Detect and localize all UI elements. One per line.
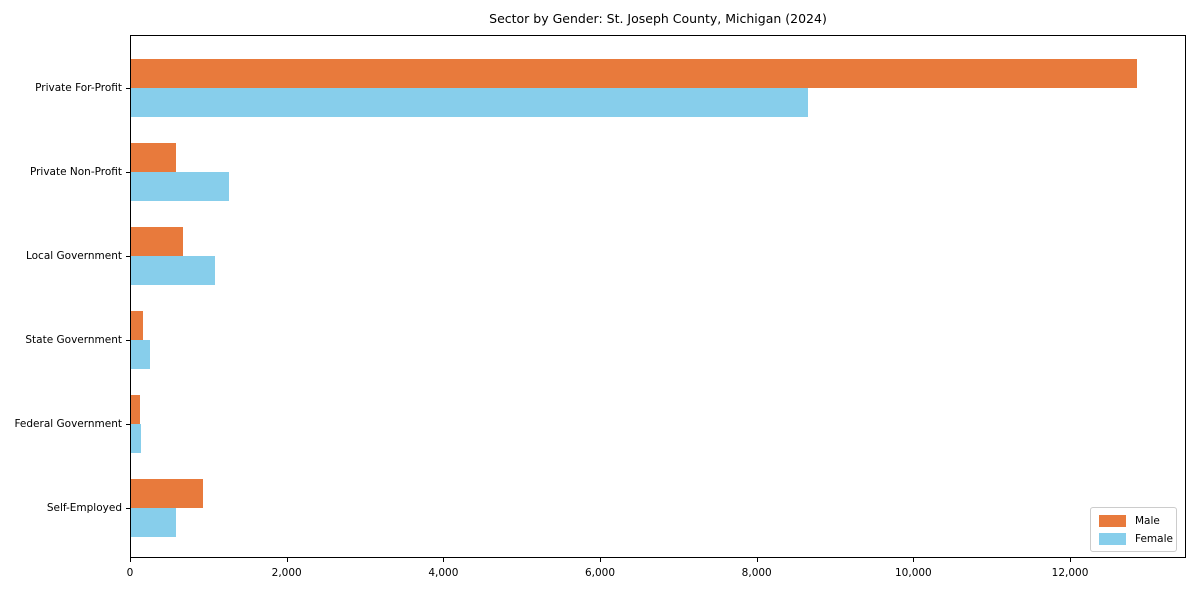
legend-row-female: Female <box>1099 532 1173 545</box>
bar-male-5 <box>131 395 141 424</box>
bar-female-2 <box>131 172 230 201</box>
legend-swatch-female <box>1099 532 1126 545</box>
y-tick-label: State Government <box>25 333 122 346</box>
bar-female-6 <box>131 508 177 537</box>
bar-female-4 <box>131 340 150 369</box>
legend-label-female: Female <box>1135 532 1173 545</box>
plot-area <box>130 35 1186 558</box>
bar-female-5 <box>131 424 142 453</box>
y-tick-label: Private For-Profit <box>35 81 122 94</box>
bar-male-2 <box>131 143 177 172</box>
bar-male-6 <box>131 479 203 508</box>
y-tick-mark <box>126 340 130 341</box>
y-tick-label: Local Government <box>25 249 122 262</box>
y-tick-mark <box>126 88 130 89</box>
x-tick-label: 10,000 <box>895 567 932 579</box>
y-tick-label: Self-Employed <box>46 501 122 514</box>
x-tick-mark <box>443 558 445 562</box>
x-tick-label: 2,000 <box>271 567 302 579</box>
x-tick-mark <box>600 558 602 562</box>
bar-male-3 <box>131 227 184 256</box>
bar-male-4 <box>131 311 144 340</box>
x-tick-mark <box>1070 558 1072 562</box>
legend-row-male: Male <box>1099 514 1168 527</box>
bar-female-3 <box>131 256 216 285</box>
x-tick-label: 12,000 <box>1051 567 1089 579</box>
y-tick-mark <box>126 256 130 257</box>
legend-swatch-male <box>1099 514 1126 527</box>
chart-title: Sector by Gender: St. Joseph County, Mic… <box>489 11 827 26</box>
y-tick-mark <box>126 172 130 173</box>
legend: Male Female <box>1090 507 1177 552</box>
bar-male-1 <box>131 59 1137 88</box>
x-tick-label: 4,000 <box>428 567 459 579</box>
x-tick-mark <box>913 558 915 562</box>
legend-label-male: Male <box>1135 514 1160 527</box>
y-tick-label: Private Non-Profit <box>29 165 122 178</box>
bar-female-1 <box>131 88 809 117</box>
x-tick-label: 0 <box>126 567 134 579</box>
y-tick-label: Federal Government <box>14 417 122 430</box>
y-tick-mark <box>126 508 130 509</box>
y-tick-mark <box>126 424 130 425</box>
x-tick-mark <box>756 558 758 562</box>
x-tick-label: 8,000 <box>741 567 772 579</box>
x-tick-label: 6,000 <box>584 567 616 579</box>
x-tick-mark <box>130 558 131 562</box>
x-tick-mark <box>286 558 288 562</box>
